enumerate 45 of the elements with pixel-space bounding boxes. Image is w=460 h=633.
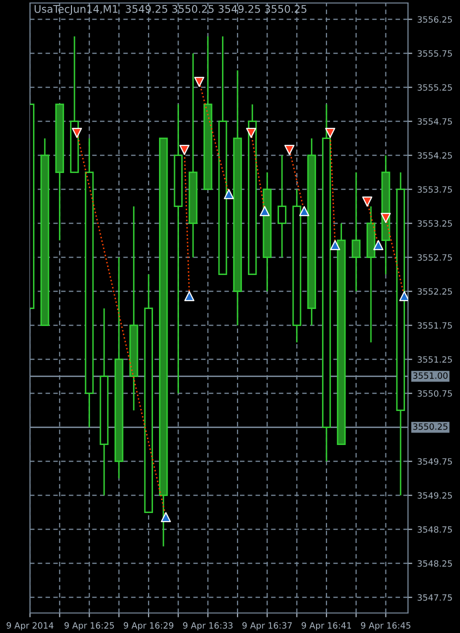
y-tick-label: 3548.75 xyxy=(418,526,452,533)
y-tick-label: 3549.75 xyxy=(418,458,452,465)
ref-line-label: 3551.00 xyxy=(413,372,448,379)
point xyxy=(299,206,310,216)
point xyxy=(380,212,391,223)
point xyxy=(330,240,340,250)
y-tick-label: 3556.25 xyxy=(418,16,452,23)
x-tick-label: 9 Apr 16:41 xyxy=(302,622,352,630)
point xyxy=(284,144,294,155)
y-tick-label: 3548.25 xyxy=(418,560,452,567)
y-tick-label: 3554.75 xyxy=(418,118,452,125)
y-tick-label: 3551.25 xyxy=(418,356,452,363)
chart-title: UsaTecJun14,M1 3549.25 3550.25 3549.25 3550.25 xyxy=(34,5,306,15)
y-tick-label: 3555.25 xyxy=(418,84,452,91)
candlestick xyxy=(278,154,286,258)
y-tick-label: 3547.75 xyxy=(418,594,452,601)
y-tick-label: 3554.25 xyxy=(418,152,452,159)
y-tick-label: 3551.75 xyxy=(418,322,452,329)
y-tick-label: 3552.75 xyxy=(418,254,452,261)
point xyxy=(72,128,82,138)
point xyxy=(179,144,190,155)
y-tick-label: 3553.25 xyxy=(418,220,452,227)
point xyxy=(184,291,194,302)
y-tick-label: 3553.75 xyxy=(418,186,452,193)
x-tick-label: 9 Apr 16:25 xyxy=(64,622,114,630)
candlestick xyxy=(352,172,361,292)
y-tick-label: 3552.25 xyxy=(418,288,452,295)
x-tick-label: 9 Apr 16:45 xyxy=(360,622,410,630)
point xyxy=(194,76,204,87)
x-tick-label: 9 Apr 2014 xyxy=(6,622,54,630)
point xyxy=(224,189,234,200)
y-tick-label: 3555.75 xyxy=(418,50,452,57)
point xyxy=(399,291,408,302)
x-tick-label: 9 Apr 16:33 xyxy=(183,622,233,630)
point xyxy=(160,512,171,522)
point xyxy=(362,196,372,207)
x-tick-label: 9 Apr 16:37 xyxy=(242,622,292,630)
x-tick-label: 9 Apr 16:29 xyxy=(124,622,174,630)
point xyxy=(325,128,336,138)
ref-line-label: 3550.25 xyxy=(413,423,448,430)
point xyxy=(260,206,270,216)
point xyxy=(246,128,256,138)
point xyxy=(373,240,384,250)
y-tick-label: 3549.25 xyxy=(418,492,452,499)
y-tick-label: 3550.75 xyxy=(418,390,452,397)
